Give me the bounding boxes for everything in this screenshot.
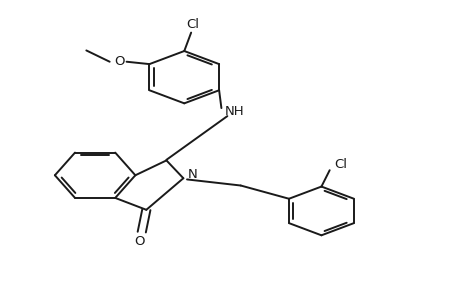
Text: O: O	[114, 55, 125, 68]
Text: Cl: Cl	[334, 158, 347, 171]
Text: Cl: Cl	[185, 18, 199, 31]
Text: NH: NH	[224, 105, 243, 118]
Text: O: O	[134, 235, 145, 248]
Text: N: N	[187, 168, 197, 181]
